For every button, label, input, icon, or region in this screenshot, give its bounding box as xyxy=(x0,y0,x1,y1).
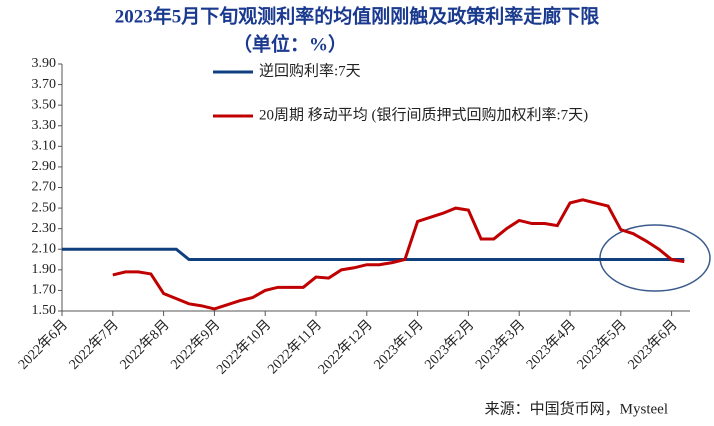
x-tick-label: 2023年1月 xyxy=(371,317,427,373)
y-tick-label: 3.30 xyxy=(32,118,57,133)
y-tick-label: 2.70 xyxy=(32,180,57,195)
legend-label: 逆回购利率:7天 xyxy=(259,62,361,79)
source: 来源：中国货币网，Mysteel xyxy=(485,400,668,417)
highlight-ellipse xyxy=(599,224,711,292)
series-line xyxy=(112,198,685,311)
y-tick-label: 2.10 xyxy=(32,241,57,256)
y-tick-label: 3.10 xyxy=(32,139,57,154)
x-tick-label: 2022年10月 xyxy=(213,317,274,378)
y-tick-label: 2.50 xyxy=(32,200,57,215)
x-tick-label: 2022年8月 xyxy=(117,317,173,373)
y-tick-label: 3.90 xyxy=(32,56,57,71)
series-line xyxy=(62,247,685,262)
y-tick-label: 2.30 xyxy=(32,221,57,236)
x-tick-label: 2022年6月 xyxy=(15,317,71,373)
x-tick-label: 2022年12月 xyxy=(315,317,376,378)
chart-subtitle: （单位：%） xyxy=(233,32,347,55)
y-tick-label: 1.70 xyxy=(32,283,57,298)
x-tick-label: 2023年5月 xyxy=(574,317,630,373)
x-tick-label: 2022年7月 xyxy=(66,317,122,373)
y-tick-label: 1.50 xyxy=(32,303,57,318)
x-tick-label: 2023年3月 xyxy=(472,317,528,373)
chart-title: 2023年5月下旬观测利率的均值刚刚触及政策利率走廊下限 xyxy=(115,4,600,27)
y-tick-label: 3.70 xyxy=(32,77,57,92)
legend-label: 20周期 移动平均 (银行间质押式回购加权利率:7天) xyxy=(259,106,588,123)
x-tick-label: 2023年4月 xyxy=(523,317,579,373)
y-tick-label: 3.50 xyxy=(32,97,57,112)
x-tick-label: 2023年2月 xyxy=(422,317,478,373)
x-tick-label: 2023年6月 xyxy=(625,317,681,373)
x-tick-label: 2022年9月 xyxy=(168,317,224,373)
y-tick-label: 1.90 xyxy=(32,262,57,277)
y-tick-label: 2.90 xyxy=(32,159,57,174)
